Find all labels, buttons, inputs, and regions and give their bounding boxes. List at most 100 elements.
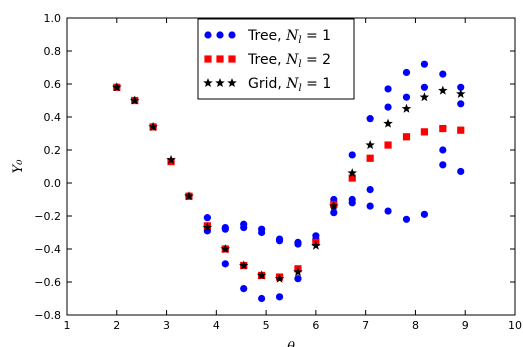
data-point <box>129 95 140 105</box>
data-point <box>384 141 392 149</box>
data-point <box>240 285 248 293</box>
y-axis-label: Y₀ <box>11 159 26 174</box>
data-point <box>457 167 465 176</box>
x-axis-label: θ <box>287 340 295 347</box>
data-point <box>439 161 447 169</box>
data-point <box>384 85 392 93</box>
y-tick-label: 0.0 <box>44 177 62 190</box>
x-tick-label: 4 <box>213 319 220 332</box>
data-point <box>347 168 357 178</box>
data-point <box>366 154 374 162</box>
x-tick-label: 7 <box>362 319 369 332</box>
y-tick-label: 0.8 <box>44 45 62 58</box>
x-tick-label: 1 <box>64 319 71 332</box>
legend-label: Tree, Nl = 2 <box>247 52 331 70</box>
data-point <box>348 151 356 159</box>
data-point <box>348 174 356 182</box>
y-tick-label: 0.2 <box>44 144 62 157</box>
data-point <box>457 100 465 108</box>
data-point <box>294 275 302 283</box>
axes: 1 2 3 4 5 6 7 8 9 10 1.0 0.8 0.6 0.4 0.2 0.0 −0.2 −0.4 −0.… <box>11 12 522 347</box>
data-point <box>365 140 375 150</box>
data-point <box>202 222 213 232</box>
data-point <box>366 202 374 210</box>
y-tick-label: 0.6 <box>44 78 62 91</box>
data-point <box>420 210 429 218</box>
data-point <box>294 238 302 246</box>
x-tick-label: 5 <box>263 319 270 332</box>
y-tick-label: −0.2 <box>34 210 61 223</box>
legend-marker <box>228 55 236 63</box>
data-point <box>457 83 465 91</box>
y-tick-label: 1.0 <box>44 12 62 25</box>
data-point <box>401 103 412 113</box>
legend-marker <box>227 78 237 88</box>
data-point <box>258 294 266 303</box>
legend-marker <box>228 31 236 39</box>
x-tick-label: 2 <box>113 319 120 332</box>
plot-marks <box>112 60 466 303</box>
x-tick-label: 8 <box>412 319 419 332</box>
data-point <box>420 128 429 136</box>
data-point <box>402 93 411 101</box>
x-tick-label: 9 <box>462 319 469 332</box>
series-square <box>113 83 465 281</box>
data-point <box>402 133 411 141</box>
data-point <box>438 85 448 95</box>
legend-marker <box>203 78 213 88</box>
data-point <box>439 70 447 78</box>
data-point <box>457 126 465 134</box>
data-point <box>419 92 430 102</box>
legend-entry: Tree, Nl = 2 <box>204 52 331 70</box>
data-point <box>148 121 158 131</box>
x-tick-label: 6 <box>312 319 319 332</box>
data-point <box>420 60 429 68</box>
legend-label: Tree, Nl = 1 <box>247 28 331 46</box>
data-point <box>256 270 267 280</box>
data-point <box>203 214 211 222</box>
series-star <box>112 82 466 283</box>
data-point <box>311 240 321 250</box>
data-point <box>184 191 194 201</box>
y-tick-label: 0.4 <box>44 111 62 124</box>
legend-marker <box>216 55 224 63</box>
data-point <box>220 244 231 254</box>
plot-frame <box>66 17 516 316</box>
legend-box <box>197 18 355 100</box>
data-point <box>402 215 411 223</box>
data-point <box>275 293 284 301</box>
y-tick-label: −0.4 <box>34 243 61 256</box>
legend: Tree, Nl = 1 Tree, Nl = 2 Grid, Nl = 1 <box>197 18 355 100</box>
data-point <box>221 260 229 268</box>
data-point <box>238 260 249 270</box>
legend-marker <box>204 55 212 63</box>
y-tick-label: −0.8 <box>34 309 61 322</box>
data-point <box>383 118 393 128</box>
data-point <box>293 267 303 277</box>
data-point <box>275 235 284 243</box>
x-tick-label: 3 <box>163 319 170 332</box>
data-point <box>384 103 392 111</box>
data-point <box>439 124 447 133</box>
data-point <box>312 232 320 240</box>
legend-entry: Tree, Nl = 1 <box>204 28 331 46</box>
legend-entry: Grid, Nl = 1 <box>203 76 331 94</box>
legend-marker <box>215 78 225 88</box>
data-point <box>384 207 392 215</box>
data-point <box>366 115 374 123</box>
data-point <box>240 220 248 228</box>
legend-marker <box>216 31 224 39</box>
data-point <box>258 225 266 233</box>
data-point <box>455 88 466 98</box>
data-point <box>366 186 374 194</box>
data-point <box>112 82 122 92</box>
x-tick-label: 10 <box>508 319 522 332</box>
data-point <box>402 68 411 77</box>
legend-label: Grid, Nl = 1 <box>248 76 331 94</box>
y-tick-label: −0.6 <box>34 276 61 289</box>
legend-marker <box>204 31 212 39</box>
data-point <box>348 195 356 204</box>
data-point <box>329 201 339 211</box>
data-point <box>420 83 429 91</box>
